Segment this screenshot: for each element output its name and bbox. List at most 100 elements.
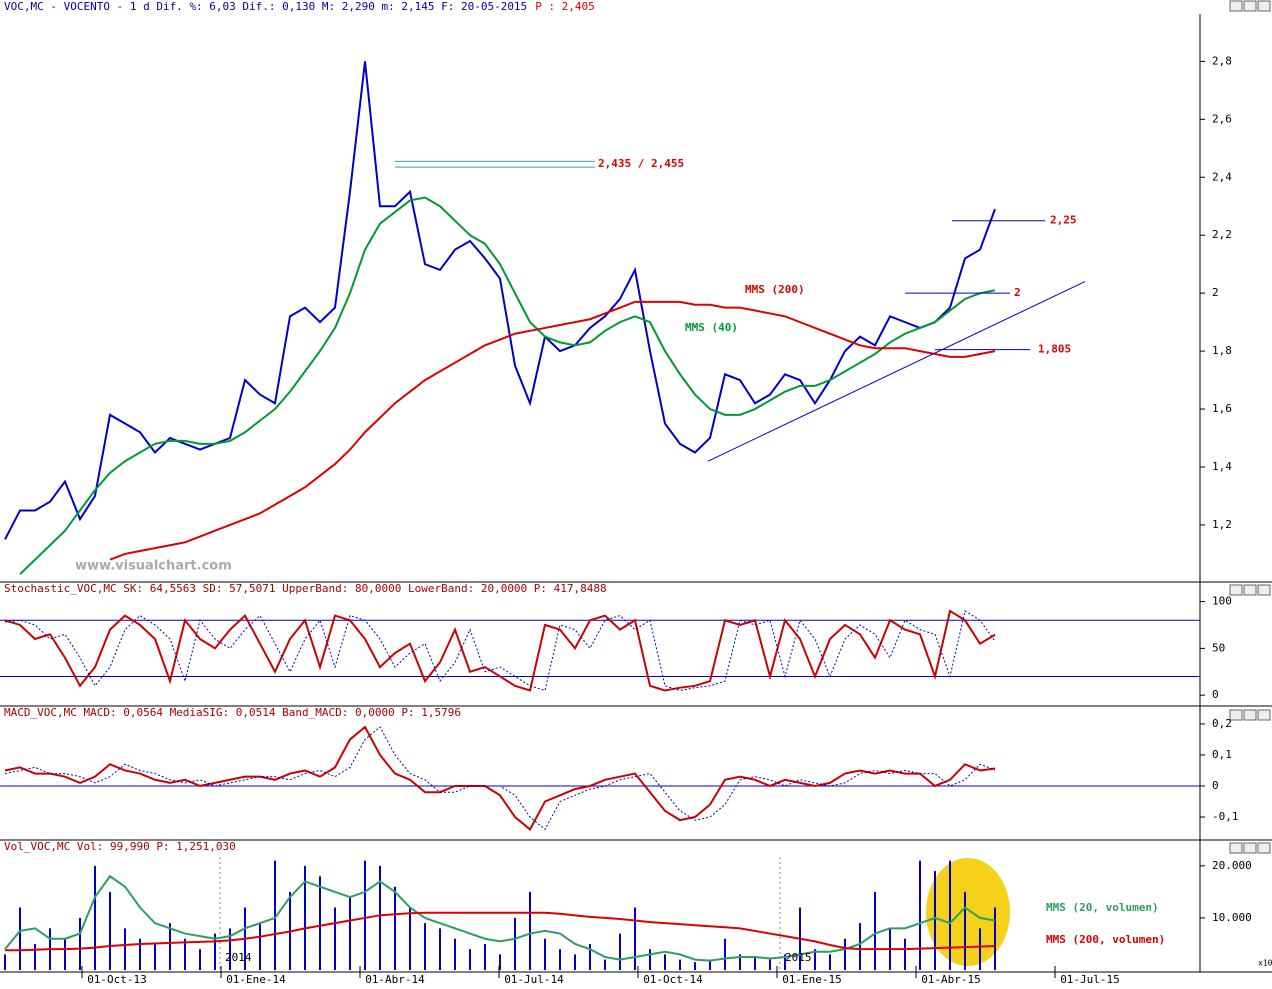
panel-header: Vol_VOC,MC Vol: 99,990 P: 1,251,030 bbox=[4, 840, 236, 853]
volume-bar bbox=[874, 891, 876, 970]
button[interactable] bbox=[1243, 709, 1257, 721]
panel-header: MACD_VOC,MC MACD: 0,0564 MediaSIG: 0,051… bbox=[4, 706, 461, 719]
volume-bar bbox=[484, 943, 486, 970]
volume-bar bbox=[559, 949, 561, 970]
y-tick-label: 1,6 bbox=[1212, 402, 1232, 415]
volume-bar bbox=[769, 959, 771, 970]
volume-bar bbox=[979, 928, 981, 970]
volume-bar bbox=[634, 907, 636, 970]
y-tick-label: 0,1 bbox=[1212, 748, 1232, 761]
button[interactable] bbox=[1229, 709, 1243, 721]
button[interactable] bbox=[1243, 584, 1257, 596]
volume-bar bbox=[334, 907, 336, 970]
button[interactable] bbox=[1229, 584, 1243, 596]
button[interactable] bbox=[1243, 842, 1257, 854]
series-line bbox=[4, 609, 996, 692]
volume-bar bbox=[694, 962, 696, 970]
volume-bar bbox=[709, 959, 711, 970]
x-tick-label: 01-Oct-13 bbox=[87, 973, 147, 986]
volume-bar bbox=[454, 938, 456, 970]
volume-bar bbox=[79, 917, 81, 970]
button[interactable] bbox=[1229, 0, 1243, 12]
volume-bar bbox=[829, 954, 831, 970]
volume-bar bbox=[109, 891, 111, 970]
volume-bar bbox=[349, 897, 351, 970]
x-tick-label: 01-Abr-15 bbox=[921, 973, 981, 986]
button[interactable] bbox=[1229, 842, 1243, 854]
y-tick-label: 2 bbox=[1212, 286, 1219, 299]
series-line bbox=[5, 911, 996, 952]
volume-bar bbox=[934, 871, 936, 970]
y-tick-label: 1,2 bbox=[1212, 518, 1232, 531]
y-tick-label: 0 bbox=[1212, 779, 1219, 792]
y-tick-label: 1,4 bbox=[1212, 460, 1232, 473]
button[interactable] bbox=[1257, 842, 1271, 854]
volume-bar bbox=[649, 949, 651, 970]
x-tick-label: 01-Oct-14 bbox=[643, 973, 703, 986]
window-buttons bbox=[1229, 0, 1271, 854]
volume-bar bbox=[229, 928, 231, 970]
y-tick-label: 2,6 bbox=[1212, 112, 1232, 125]
scale-note: x10 bbox=[1258, 959, 1272, 968]
button[interactable] bbox=[1257, 584, 1271, 596]
series-line bbox=[4, 874, 996, 962]
volume-bar bbox=[469, 949, 471, 970]
volume-bar bbox=[679, 959, 681, 970]
highlight bbox=[926, 858, 1010, 966]
y-tick-label: 2,4 bbox=[1212, 170, 1232, 183]
y-tick-label: 10.000 bbox=[1212, 911, 1252, 924]
volume-bar bbox=[604, 959, 606, 970]
volume-bar bbox=[364, 860, 366, 970]
volume-bar bbox=[589, 943, 591, 970]
volume-bar bbox=[394, 886, 396, 970]
volume-bar bbox=[34, 943, 36, 970]
series-label: MMS (40) bbox=[685, 321, 738, 334]
x-tick-label: 01-Ene-15 bbox=[782, 973, 842, 986]
volume-bar bbox=[274, 860, 276, 970]
y-tick-label: 2,2 bbox=[1212, 228, 1232, 241]
volume-bar bbox=[19, 907, 21, 970]
button[interactable] bbox=[1257, 709, 1271, 721]
volume-bar bbox=[439, 928, 441, 970]
volume-bar bbox=[994, 907, 996, 970]
button[interactable] bbox=[1243, 0, 1257, 12]
y-tick-label: 0,2 bbox=[1212, 717, 1232, 730]
volume-bar bbox=[724, 938, 726, 970]
y-tick-label: 0 bbox=[1212, 688, 1219, 701]
header-price: P : 2,405 bbox=[535, 0, 595, 13]
volume-bar bbox=[184, 938, 186, 970]
x-tick-label: 01-Ene-14 bbox=[226, 973, 286, 986]
volume-bar bbox=[199, 949, 201, 970]
volume-bar bbox=[154, 943, 156, 970]
series-line bbox=[4, 610, 996, 692]
volume-bar bbox=[574, 954, 576, 970]
level-label: 2,435 / 2,455 bbox=[598, 157, 684, 170]
legend-entry: MMS (20, volumen) bbox=[1046, 901, 1159, 914]
series-line bbox=[19, 196, 996, 575]
y-tick-label: -0,1 bbox=[1212, 810, 1239, 823]
volume-bar bbox=[529, 891, 531, 970]
volume-bar bbox=[169, 923, 171, 970]
level-label: 2 bbox=[1014, 286, 1021, 299]
panel-header: VOC,MC - VOCENTO - 1 d Dif. %: 6,03 Dif.… bbox=[4, 0, 527, 13]
volume-bar bbox=[814, 949, 816, 970]
volume-bar bbox=[919, 860, 921, 970]
volume-bar bbox=[94, 865, 96, 970]
volume-bar bbox=[619, 933, 621, 970]
volume-bar bbox=[514, 917, 516, 970]
volume-bar bbox=[859, 923, 861, 970]
x-tick-label: 01-Jul-14 bbox=[504, 973, 564, 986]
volume-bar bbox=[904, 938, 906, 970]
button[interactable] bbox=[1257, 0, 1271, 12]
volume-bar bbox=[949, 860, 951, 970]
volume-bar bbox=[499, 954, 501, 970]
volume-bar bbox=[409, 907, 411, 970]
volume-bar bbox=[124, 928, 126, 970]
volume-bar bbox=[319, 876, 321, 970]
volume-bar bbox=[784, 954, 786, 970]
panel-header: Stochastic_VOC,MC SK: 64,5563 SD: 57,507… bbox=[4, 582, 607, 595]
series-line bbox=[109, 300, 996, 561]
x-tick-label: 01-Abr-14 bbox=[365, 973, 425, 986]
